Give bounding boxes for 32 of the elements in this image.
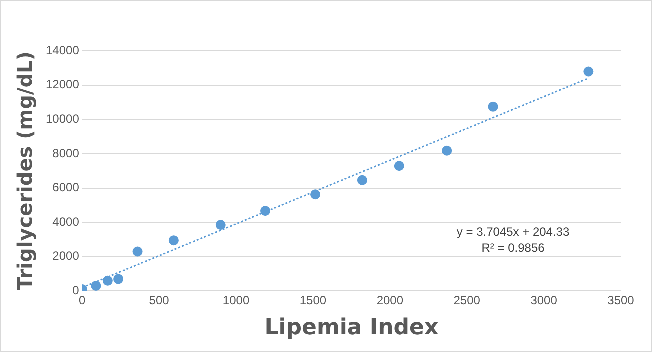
point [394,161,404,172]
point [584,66,594,77]
y-tick-label: 8000 [52,146,80,160]
x-tick-label: 500 [149,294,170,308]
y-axis-title: Triglycerides (mg/dL) [13,52,38,291]
x-tick-label: 3000 [530,294,558,308]
point [488,102,498,112]
point [310,190,321,200]
y-tick-label: 12000 [46,78,80,92]
annotation: R² = 0.9856 [482,240,546,255]
point [102,276,113,286]
y-tick-label: 0 [72,284,80,298]
point [168,236,179,246]
point [91,281,102,292]
point [442,146,452,156]
annotation: y = 3.7045x + 204.33 [456,224,570,239]
y-tick-label: 14000 [46,43,80,58]
y-tick-label: 6000 [52,180,80,195]
y-tick-label: 4000 [52,214,80,229]
point [114,274,124,284]
point [216,220,226,230]
point [260,206,271,216]
point [357,175,368,186]
x-tick-label: 2500 [454,294,481,308]
point [132,246,143,257]
x-tick-label: 1500 [300,294,327,308]
x-tick-label: 3500 [608,294,635,308]
x-tick-label: 1000 [222,294,250,308]
y-tick-label: 2000 [52,249,80,264]
x-tick-label: 2000 [376,294,404,308]
y-tick-label: 10000 [46,112,80,126]
x-axis-title: Lipemia Index [264,316,439,341]
